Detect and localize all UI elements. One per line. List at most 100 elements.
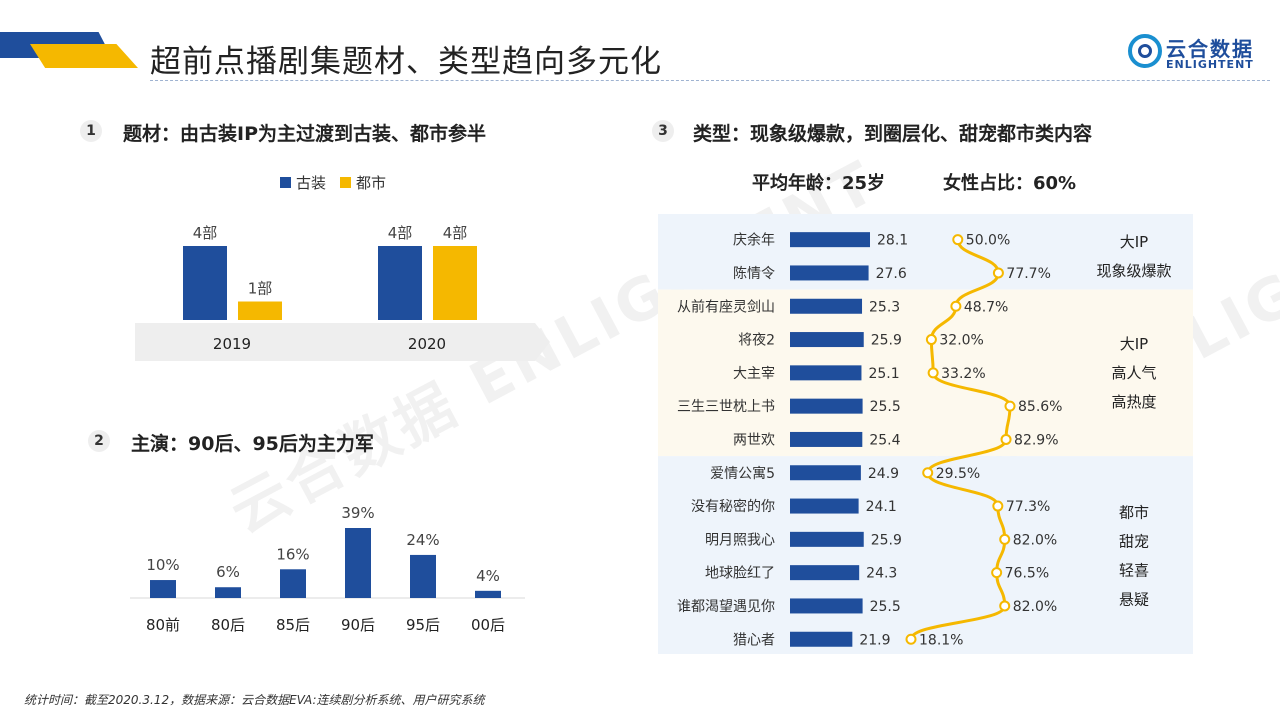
group-band-1	[658, 289, 1193, 457]
bar-label-6: 25.4	[869, 432, 900, 448]
bar-7	[790, 465, 861, 481]
x-tick-80后: 80后	[211, 616, 245, 634]
bar-label-4: 25.1	[868, 366, 899, 382]
bar-2	[790, 298, 863, 314]
line-label-12: 18.1%	[919, 632, 963, 648]
bar-2019-古装	[183, 246, 227, 320]
bar-90后	[345, 528, 371, 598]
logo-icon	[1128, 34, 1162, 68]
x-tick-90后: 90后	[341, 616, 375, 634]
chart-genre-by-year: 4部 1部 2019 4部 4部 2020	[135, 224, 550, 361]
bar-1	[790, 265, 869, 281]
bar-80后	[215, 587, 241, 598]
legend-item-guzhuang: 古装	[280, 172, 326, 193]
header-accent-yellow	[30, 44, 138, 68]
group-label-0-1: 现象级爆款	[1096, 262, 1171, 280]
x-tick-85后: 85后	[276, 616, 310, 634]
line-label-10: 76.5%	[1005, 566, 1049, 582]
bar-label-7: 24.9	[868, 466, 899, 482]
section-number-3: 3	[652, 120, 674, 142]
bar-4	[790, 365, 862, 381]
bar-3	[790, 332, 864, 348]
row-label-1: 陈情令	[733, 265, 775, 282]
line-point-11	[999, 600, 1011, 612]
line-label-2: 48.7%	[964, 299, 1008, 315]
bar-2020-古装	[378, 246, 422, 320]
x-tick-80前: 80前	[146, 616, 180, 634]
line-point-9	[999, 533, 1011, 545]
bar-label-12: 21.9	[859, 632, 890, 648]
row-label-10: 地球脸红了	[705, 566, 775, 582]
bar-9	[790, 531, 864, 547]
row-label-12: 猎心者	[733, 632, 775, 648]
line-point-7	[922, 467, 934, 479]
bar-label-2: 25.3	[869, 299, 900, 315]
section-number-1: 1	[80, 120, 102, 142]
bar-label-8: 24.1	[866, 499, 897, 515]
avg-age-stat: 平均年龄：25岁	[752, 173, 886, 194]
section-number-2: 2	[88, 430, 110, 452]
row-label-5: 三生三世枕上书	[677, 399, 775, 415]
section-title-1: 题材：由古装IP为主过渡到古装、都市参半	[123, 123, 486, 145]
bar-85后	[280, 569, 306, 598]
bar-label-5: 25.5	[870, 399, 901, 415]
group-label-1-1: 高人气	[1111, 364, 1156, 382]
line-label-0: 50.0%	[966, 233, 1010, 249]
line-point-0	[952, 234, 964, 246]
group-label-2-3: 悬疑	[1119, 591, 1149, 609]
line-label-1: 77.7%	[1006, 266, 1050, 282]
bar-80前	[150, 580, 176, 598]
line-label-9: 82.0%	[1013, 532, 1057, 548]
line-point-2	[950, 300, 962, 312]
footer-source-note: 统计时间：截至2020.3.12，数据来源：云合数据EVA:连续剧分析系统、用户…	[24, 693, 485, 707]
bar-label-1: 27.6	[876, 266, 907, 282]
line-point-8	[992, 500, 1004, 512]
line-point-6	[1000, 433, 1012, 445]
row-label-4: 大主宰	[733, 366, 775, 382]
bar-label-0: 28.1	[877, 233, 908, 249]
line-point-3	[925, 334, 937, 346]
line-label-7: 29.5%	[936, 466, 980, 482]
legend-item-dushi: 都市	[340, 172, 386, 193]
bar-6	[790, 431, 863, 447]
title-divider	[150, 80, 1270, 81]
x-tick-2019: 2019	[213, 335, 251, 353]
bar-2019-都市	[238, 301, 282, 320]
row-label-8: 没有秘密的你	[691, 498, 775, 515]
chart-drama-type: 庆余年 28.1 陈情令 27.6 从前有座灵剑山 25.3 将夜2 25.9 大主宰 25.1 三…	[658, 214, 1193, 654]
bar-95后	[410, 554, 436, 598]
line-label-3: 32.0%	[939, 333, 983, 349]
row-label-0: 庆余年	[733, 232, 775, 249]
section-title-2: 主演：90后、95后为主力军	[131, 433, 374, 455]
row-label-6: 两世欢	[733, 432, 775, 448]
female-ratio-stat: 女性占比：60%	[943, 173, 1077, 194]
legend-swatch-blue	[280, 177, 291, 188]
x-tick-2020: 2020	[408, 335, 446, 353]
bar-8	[790, 498, 859, 514]
section-title-3: 类型：现象级爆款，到圈层化、甜宠都市类内容	[693, 123, 1093, 145]
page-title: 超前点播剧集题材、类型趋向多元化	[150, 44, 662, 80]
bar-label-90后: 39%	[341, 504, 374, 522]
row-label-11: 谁都渴望遇见你	[677, 599, 775, 615]
legend-swatch-yellow	[340, 177, 351, 188]
bar-12	[790, 631, 853, 647]
x-tick-95后: 95后	[406, 616, 440, 634]
group-label-2-1: 甜宠	[1119, 533, 1149, 551]
bar-label-3: 25.9	[871, 333, 902, 349]
bar-label-2019-古装: 4部	[193, 224, 218, 242]
row-label-2: 从前有座灵剑山	[677, 298, 775, 315]
group-band-2	[658, 456, 1193, 654]
bar-label-9: 25.9	[871, 532, 902, 548]
line-point-1	[992, 267, 1004, 279]
bar-label-10: 24.3	[866, 566, 897, 582]
bar-label-80前: 10%	[146, 556, 179, 574]
group-band-0	[658, 214, 1193, 290]
group-label-2-2: 轻喜	[1119, 562, 1149, 580]
bar-11	[790, 598, 863, 614]
line-label-4: 33.2%	[941, 366, 985, 382]
logo-text: 云合数据	[1166, 37, 1254, 61]
line-point-5	[1004, 400, 1016, 412]
group-label-1-2: 高热度	[1111, 393, 1156, 411]
bar-10	[790, 565, 860, 581]
line-label-11: 82.0%	[1013, 599, 1057, 615]
